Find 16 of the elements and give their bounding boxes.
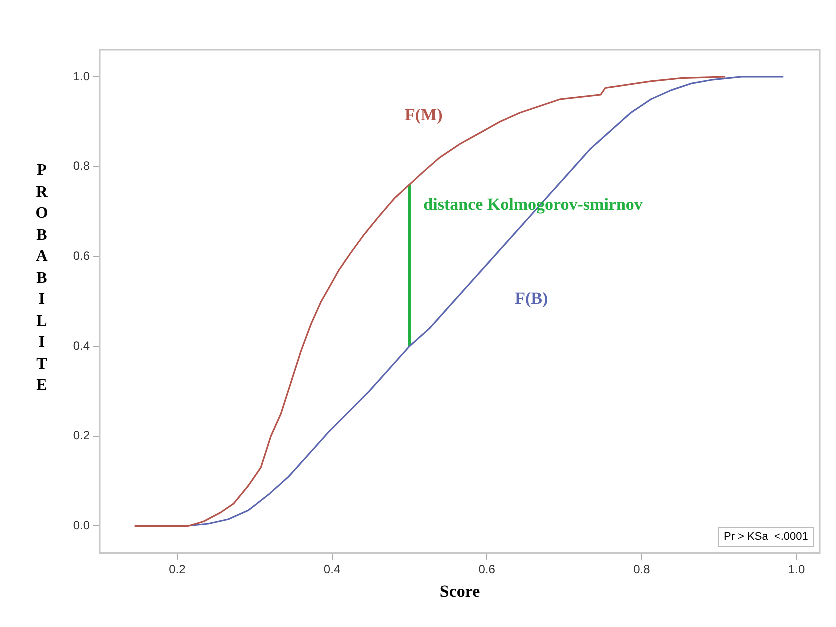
y-tick-label: 0.8: [73, 159, 90, 174]
y-tick-label: 0.6: [73, 248, 90, 263]
y-tick-label: 1.0: [73, 69, 90, 84]
series-label: F(M): [405, 106, 443, 125]
y-tick-label: 0.0: [73, 518, 90, 533]
x-tick-label: 1.0: [788, 562, 806, 577]
x-tick-label: 0.4: [324, 562, 341, 577]
text: PROBABILITE: [36, 162, 48, 394]
x-tick-label: 0.6: [478, 562, 496, 577]
text: F(B): [515, 289, 548, 308]
y-tick-label: 0.4: [73, 338, 90, 353]
x-tick-label: 0.8: [634, 562, 651, 577]
x-axis-title: Score: [440, 582, 481, 602]
annotation: Pr > KSa <.0001: [718, 527, 814, 548]
y-tick-label: 0.2: [73, 428, 90, 443]
x-tick-label: 0.2: [169, 562, 186, 577]
